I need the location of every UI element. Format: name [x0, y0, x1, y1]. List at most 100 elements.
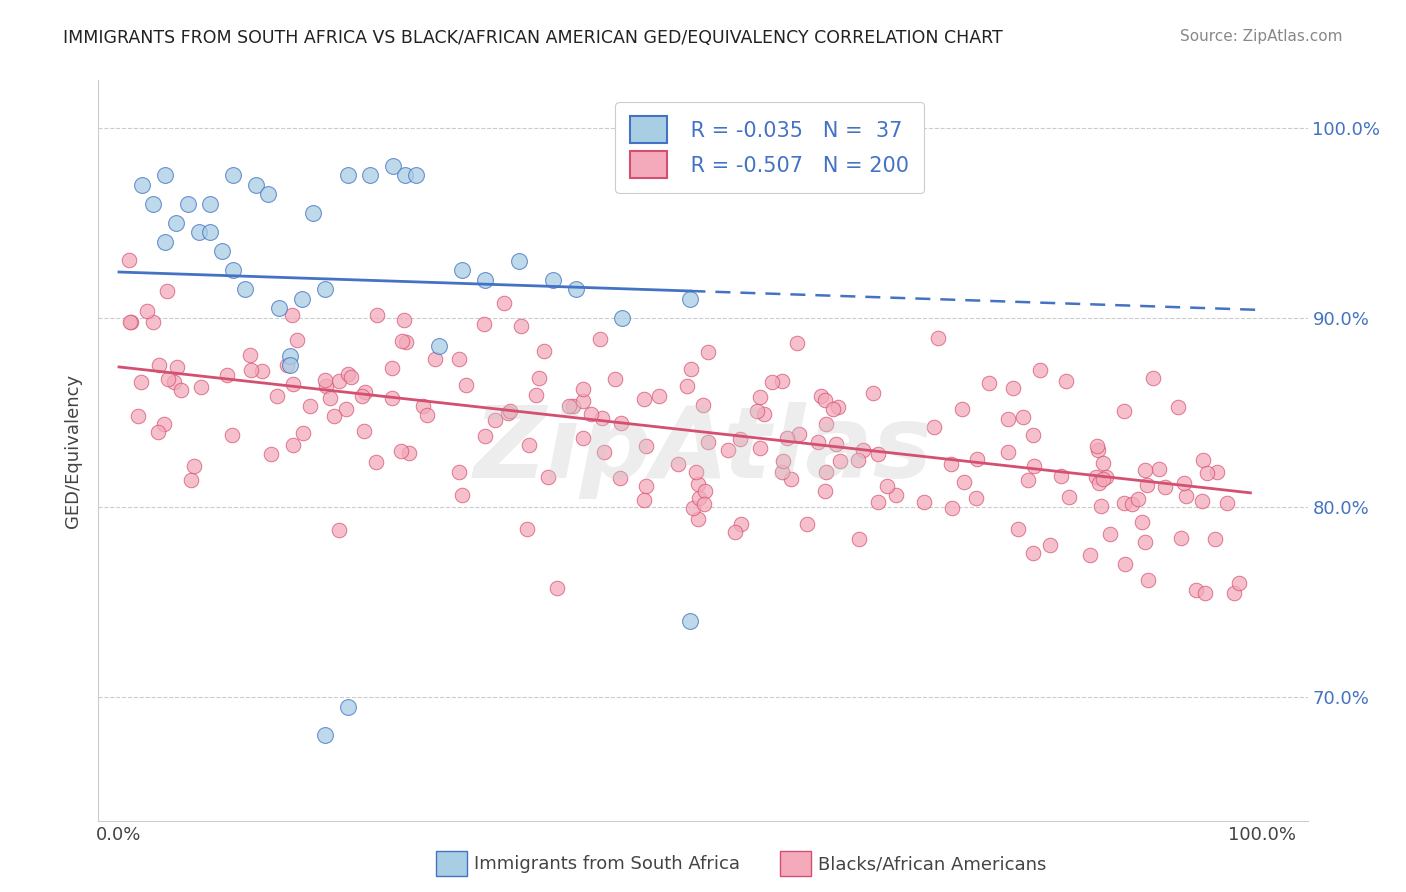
Point [1170, 531, 1192, 545]
Point [1133, 463, 1156, 477]
Point [314, 728, 336, 742]
Point [1185, 583, 1208, 598]
Point [127, 409, 149, 424]
Point [952, 475, 974, 489]
Point [941, 500, 963, 515]
Point [1085, 439, 1108, 453]
Point [148, 359, 170, 373]
Point [1087, 476, 1109, 491]
Point [1114, 496, 1136, 510]
Point [516, 522, 538, 536]
Point [298, 399, 321, 413]
Point [281, 438, 304, 452]
Point [1087, 442, 1109, 457]
Point [1080, 548, 1102, 562]
Point [1223, 586, 1246, 600]
Point [526, 388, 548, 402]
Point [730, 516, 752, 531]
Point [148, 425, 170, 440]
Point [592, 445, 614, 459]
Point [136, 304, 159, 318]
Point [1133, 535, 1156, 549]
Point [389, 444, 412, 458]
Point [153, 235, 176, 249]
Point [745, 403, 768, 417]
Point [170, 383, 193, 397]
Point [1112, 403, 1135, 417]
Point [814, 417, 837, 431]
Point [280, 358, 302, 372]
Point [977, 376, 1000, 391]
Point [496, 406, 519, 420]
Point [285, 333, 308, 347]
Point [366, 308, 388, 322]
Point [215, 368, 238, 382]
Point [382, 159, 405, 173]
Point [1174, 490, 1197, 504]
Point [679, 292, 702, 306]
Point [499, 403, 522, 417]
Point [412, 399, 434, 413]
Point [1098, 527, 1121, 541]
Point [862, 385, 884, 400]
Point [517, 437, 540, 451]
Point [546, 582, 568, 596]
Point [1039, 537, 1062, 551]
Point [810, 389, 832, 403]
Point [557, 399, 579, 413]
Point [922, 420, 945, 434]
Point [153, 417, 176, 431]
Point [682, 500, 704, 515]
Point [787, 427, 810, 442]
Point [239, 363, 262, 377]
Point [336, 699, 359, 714]
Point [183, 459, 205, 474]
Point [474, 272, 496, 286]
Point [1153, 480, 1175, 494]
Point [776, 431, 799, 445]
Point [337, 367, 360, 381]
Point [1054, 374, 1077, 388]
Point [315, 378, 337, 392]
Point [536, 470, 558, 484]
Point [166, 360, 188, 375]
Point [609, 417, 631, 431]
Point [697, 345, 720, 359]
Text: Immigrants from South Africa: Immigrants from South Africa [474, 855, 740, 873]
Point [233, 282, 256, 296]
Point [828, 454, 851, 468]
Point [302, 206, 325, 220]
Point [1090, 499, 1112, 513]
Point [1136, 573, 1159, 587]
Point [1017, 473, 1039, 487]
Point [950, 402, 973, 417]
Point [543, 272, 565, 286]
Point [1114, 558, 1136, 572]
Point [222, 168, 245, 182]
Point [876, 479, 898, 493]
Point [696, 434, 718, 449]
Point [752, 407, 775, 421]
Point [786, 336, 808, 351]
Point [562, 399, 585, 413]
Point [474, 429, 496, 443]
Point [884, 488, 907, 502]
Point [292, 426, 315, 441]
Point [239, 348, 262, 362]
Point [163, 375, 186, 389]
Point [449, 351, 471, 366]
Point [364, 455, 387, 469]
Point [761, 375, 783, 389]
Point [405, 168, 427, 182]
Point [328, 374, 350, 388]
Point [456, 378, 478, 392]
Point [353, 385, 375, 400]
Point [815, 466, 838, 480]
Point [1206, 465, 1229, 479]
Point [190, 379, 212, 393]
Point [221, 428, 243, 442]
Point [200, 196, 222, 211]
Point [266, 389, 288, 403]
Point [827, 401, 849, 415]
Point [1227, 576, 1250, 591]
